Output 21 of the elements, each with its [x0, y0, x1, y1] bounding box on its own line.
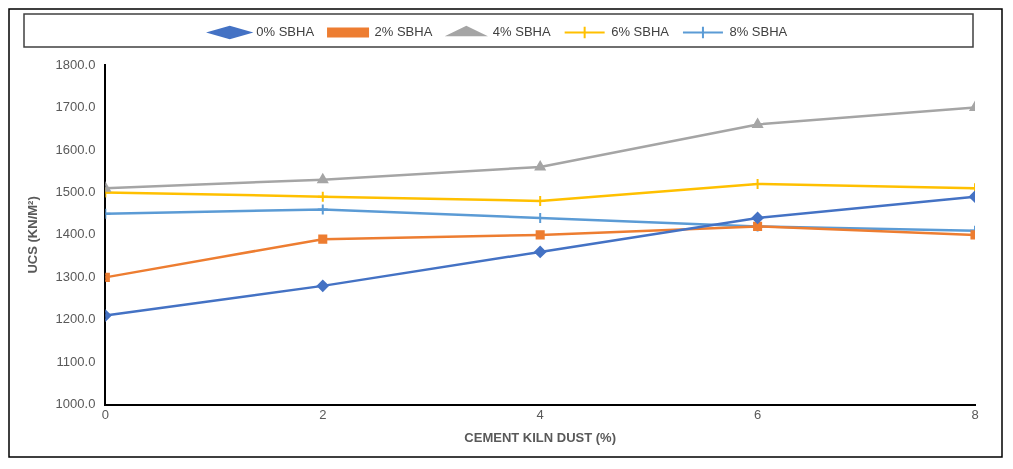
x-tick-label: 0 [101, 407, 109, 423]
y-tick-label: 1800.0 [55, 56, 96, 72]
y-tick-label: 1300.0 [55, 268, 96, 284]
y-tick-label: 1100.0 [56, 353, 96, 369]
legend-label: 2% SBHA [374, 24, 433, 40]
x-axis-title: CEMENT KILN DUST (%) [464, 429, 617, 445]
x-tick-label: 8 [971, 407, 979, 423]
y-tick-label: 1500.0 [55, 184, 96, 199]
y-tick-label: 1600.0 [55, 141, 96, 157]
x-tick-label: 2 [319, 407, 327, 423]
x-tick-label: 4 [536, 407, 544, 423]
y-tick-label: 1200.0 [55, 311, 96, 327]
y-tick-label: 1700.0 [55, 99, 96, 115]
y-tick-label: 1400.0 [55, 226, 96, 242]
legend-label: 8% SBHA [729, 24, 788, 40]
y-axis-title: UCS (KN/M²) [25, 196, 41, 274]
y-tick-label: 1000.0 [55, 396, 96, 412]
legend-label: 0% SBHA [256, 24, 315, 40]
x-tick-label: 6 [753, 407, 762, 423]
legend-label: 6% SBHA [611, 24, 670, 40]
legend-label: 4% SBHA [492, 24, 551, 40]
